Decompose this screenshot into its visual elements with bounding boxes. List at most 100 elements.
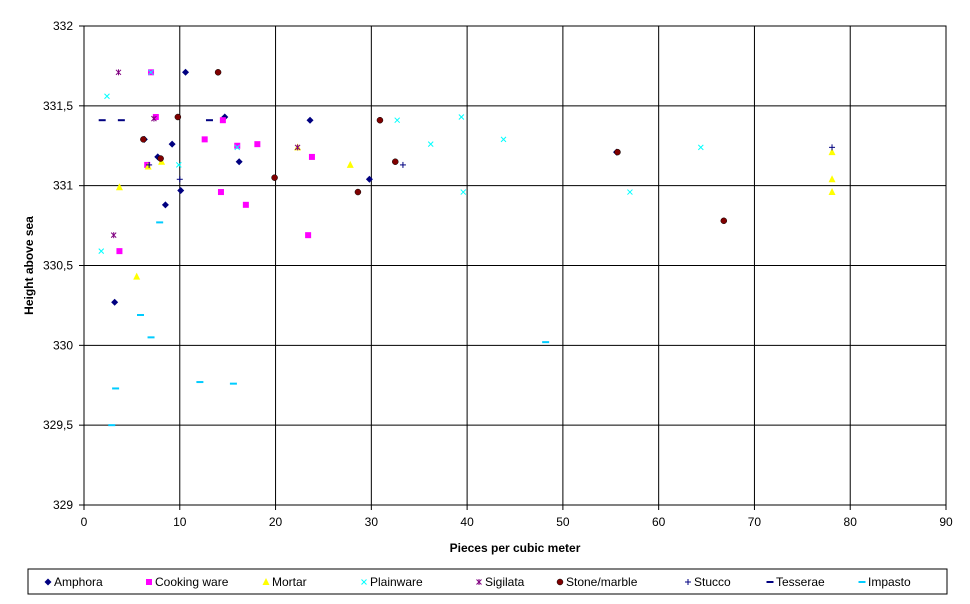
data-point bbox=[161, 201, 169, 209]
data-point bbox=[177, 186, 185, 194]
data-point bbox=[133, 272, 141, 280]
data-point bbox=[828, 188, 836, 196]
series-amphora bbox=[111, 68, 621, 306]
data-point bbox=[115, 69, 122, 76]
data-point bbox=[182, 68, 190, 76]
data-point bbox=[168, 140, 176, 148]
data-point bbox=[271, 174, 278, 181]
data-point bbox=[254, 141, 261, 148]
series-plainware bbox=[98, 69, 704, 254]
series-stone-marble bbox=[140, 69, 728, 225]
legend bbox=[27, 568, 948, 595]
data-point bbox=[174, 113, 182, 121]
data-point bbox=[394, 117, 401, 124]
legend-items: Amphora Cooking ware Mortar Plainware Sigila… bbox=[44, 575, 911, 589]
data-point bbox=[399, 161, 406, 168]
y-tick-label: 330,5 bbox=[43, 259, 73, 273]
series-impasto bbox=[108, 221, 550, 427]
legend-marker bbox=[476, 579, 482, 585]
x-tick-label: 20 bbox=[269, 515, 283, 529]
legend-marker bbox=[146, 579, 152, 585]
x-tick-label: 50 bbox=[556, 515, 570, 529]
legend-label: Plainware bbox=[370, 575, 423, 589]
data-point bbox=[427, 141, 434, 148]
legend-label: Mortar bbox=[272, 575, 307, 589]
legend-label: Sigilata bbox=[485, 575, 525, 589]
data-point bbox=[627, 189, 633, 195]
data-point bbox=[242, 201, 249, 208]
data-point bbox=[305, 232, 312, 239]
series-stucco bbox=[146, 144, 836, 183]
y-tick-label: 330 bbox=[53, 338, 73, 352]
data-point bbox=[234, 144, 241, 151]
data-point bbox=[697, 144, 704, 151]
legend-marker bbox=[44, 578, 52, 586]
data-point bbox=[376, 116, 384, 124]
x-tick-label: 80 bbox=[844, 515, 858, 529]
series-cooking-ware bbox=[116, 69, 315, 255]
legend-label: Tesserae bbox=[776, 575, 825, 589]
y-axis-ticks: 329 329,5 330 330,5 331 331,5 332 bbox=[43, 19, 84, 512]
legend-marker bbox=[361, 579, 367, 585]
data-point bbox=[614, 148, 621, 156]
x-tick-label: 0 bbox=[81, 515, 88, 529]
data-points bbox=[98, 68, 836, 427]
y-tick-label: 331,5 bbox=[43, 99, 73, 113]
legend-marker bbox=[556, 578, 564, 586]
legend-label: Cooking ware bbox=[155, 575, 229, 589]
data-point bbox=[720, 217, 728, 225]
legend-marker bbox=[685, 579, 691, 585]
x-tick-label: 60 bbox=[652, 515, 666, 529]
x-tick-label: 30 bbox=[365, 515, 379, 529]
y-tick-label: 329 bbox=[53, 498, 73, 512]
data-point bbox=[500, 136, 507, 143]
data-point bbox=[146, 161, 153, 168]
legend-label: Stone/marble bbox=[566, 575, 638, 589]
data-point bbox=[115, 183, 123, 191]
data-point bbox=[151, 115, 157, 122]
data-point bbox=[294, 144, 301, 151]
data-point bbox=[365, 175, 373, 183]
x-axis-ticks: 0 10 20 30 40 50 60 70 80 90 bbox=[81, 505, 953, 529]
x-tick-label: 90 bbox=[939, 515, 953, 529]
data-point bbox=[157, 155, 164, 162]
data-point bbox=[460, 189, 467, 195]
data-point bbox=[98, 248, 105, 254]
data-point bbox=[140, 136, 147, 143]
legend-marker bbox=[262, 578, 270, 585]
data-point bbox=[148, 69, 154, 76]
data-point bbox=[306, 116, 314, 124]
data-point bbox=[110, 232, 117, 239]
series-sigilata bbox=[110, 69, 301, 239]
data-point bbox=[346, 160, 354, 168]
x-tick-label: 10 bbox=[173, 515, 187, 529]
data-point bbox=[217, 189, 224, 196]
data-point bbox=[828, 175, 836, 183]
data-point bbox=[829, 144, 836, 151]
x-axis-title: Pieces per cubic meter bbox=[450, 541, 581, 555]
y-tick-label: 332 bbox=[53, 19, 73, 33]
grid-lines bbox=[83, 25, 947, 506]
data-point bbox=[201, 136, 208, 143]
legend-label: Amphora bbox=[54, 575, 103, 589]
data-point bbox=[176, 176, 183, 183]
data-point bbox=[308, 153, 315, 160]
data-point bbox=[116, 248, 123, 255]
data-point bbox=[144, 162, 152, 170]
legend-label: Stucco bbox=[694, 575, 731, 589]
data-point bbox=[104, 93, 110, 100]
data-point bbox=[214, 69, 222, 76]
y-axis-title: Height above sea bbox=[22, 216, 36, 315]
legend-label: Impasto bbox=[868, 575, 911, 589]
x-tick-label: 40 bbox=[460, 515, 474, 529]
data-point bbox=[458, 114, 465, 120]
series-mortar bbox=[115, 143, 836, 280]
x-tick-label: 70 bbox=[748, 515, 762, 529]
data-point bbox=[235, 158, 243, 166]
data-point bbox=[354, 188, 362, 196]
data-point bbox=[828, 148, 836, 156]
data-point bbox=[234, 142, 241, 149]
data-point bbox=[219, 117, 226, 124]
y-tick-label: 331 bbox=[53, 179, 73, 193]
